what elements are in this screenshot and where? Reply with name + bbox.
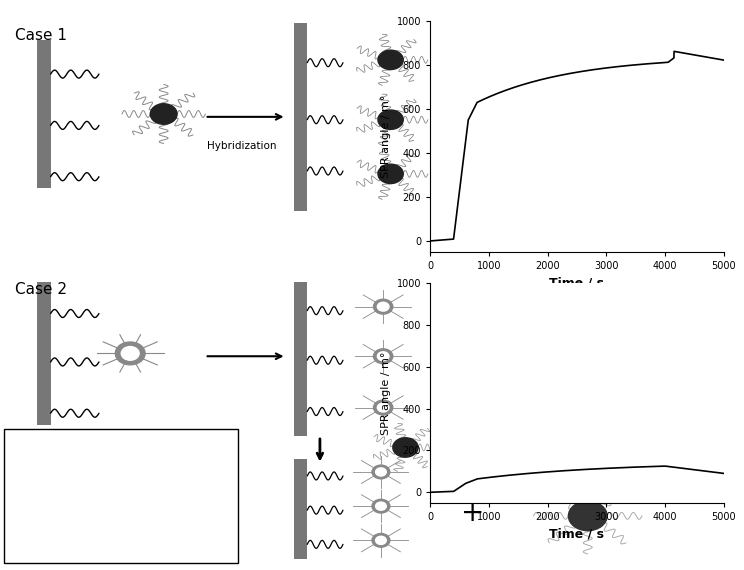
Circle shape <box>568 501 607 531</box>
Circle shape <box>373 349 393 364</box>
Circle shape <box>372 534 390 547</box>
Text: Case 1: Case 1 <box>15 28 67 43</box>
Text: Adenosine: Adenosine <box>71 448 129 458</box>
Circle shape <box>35 449 47 458</box>
Y-axis label: SPR angle / m°: SPR angle / m° <box>381 95 391 178</box>
FancyArrow shape <box>443 97 484 137</box>
Circle shape <box>372 465 390 479</box>
Circle shape <box>150 104 177 124</box>
Circle shape <box>378 164 403 184</box>
Text: Au NP's tagged
ss-DNA: Au NP's tagged ss-DNA <box>71 475 156 496</box>
Circle shape <box>376 502 386 510</box>
Circle shape <box>115 342 145 365</box>
FancyBboxPatch shape <box>294 282 307 436</box>
X-axis label: Time / s: Time / s <box>550 276 604 290</box>
Circle shape <box>31 445 51 461</box>
Circle shape <box>376 468 386 476</box>
FancyBboxPatch shape <box>37 40 51 188</box>
Circle shape <box>31 478 51 494</box>
Circle shape <box>373 400 393 415</box>
Circle shape <box>378 110 403 129</box>
Circle shape <box>378 50 403 70</box>
Text: Aptamer: Aptamer <box>71 524 119 534</box>
Text: Hybridization: Hybridization <box>207 141 277 152</box>
Text: Case 2: Case 2 <box>15 282 67 297</box>
FancyBboxPatch shape <box>4 429 238 563</box>
Y-axis label: SPR angle / m°: SPR angle / m° <box>381 351 391 435</box>
Circle shape <box>393 438 418 457</box>
Circle shape <box>377 403 389 412</box>
FancyBboxPatch shape <box>294 459 307 559</box>
X-axis label: Time / s: Time / s <box>550 527 604 540</box>
FancyArrow shape <box>574 405 609 442</box>
Circle shape <box>373 299 393 314</box>
Text: +: + <box>461 499 484 527</box>
FancyBboxPatch shape <box>294 23 307 211</box>
Circle shape <box>377 352 389 361</box>
Circle shape <box>376 536 386 544</box>
Circle shape <box>372 499 390 513</box>
Circle shape <box>377 302 389 311</box>
FancyBboxPatch shape <box>37 282 51 425</box>
Circle shape <box>121 347 139 360</box>
